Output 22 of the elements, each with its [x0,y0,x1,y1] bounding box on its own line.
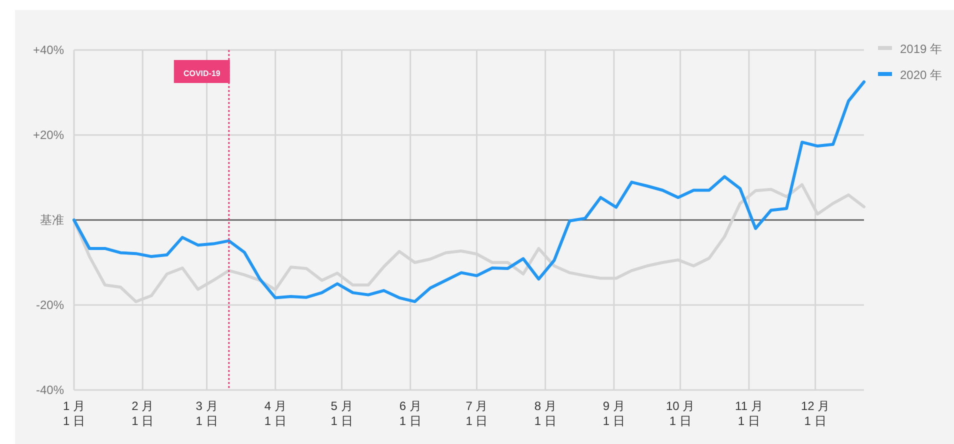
x-tick-label: 6 月 1 日 [399,399,422,428]
x-tick-label: 5 月 1 日 [330,399,353,428]
legend-label: 2020 年 [900,68,942,82]
x-tick-label: 4 月 1 日 [264,399,286,428]
y-tick-label: +20% [32,128,64,142]
x-tick-label: 2 月 1 日 [132,399,154,428]
x-tick-label: 1 月 1 日 [62,399,86,428]
ref-line-label: COVID-19 [183,69,221,78]
x-tick-label: 9 月 1 日 [602,399,625,428]
line-series [72,80,866,304]
y-tick-label: +40% [32,43,64,57]
x-tick-label: 8 月 1 日 [534,399,556,428]
x-tick-label: 10 月 1 日 [666,399,695,428]
ref-label: COVID-19 [174,60,230,83]
x-tick-label: 7 月 1 日 [466,399,488,428]
y-tick-label: 基准 [40,213,64,227]
x-tick-label: 3 月 1 日 [196,399,218,428]
x-tick-label: 11 月 1 日 [735,399,763,428]
legend-label: 2019 年 [900,42,942,56]
y-tick-label: -40% [36,383,64,397]
y-tick-label: -20% [36,298,64,312]
x-tick-label: 12 月 1 日 [800,399,830,428]
